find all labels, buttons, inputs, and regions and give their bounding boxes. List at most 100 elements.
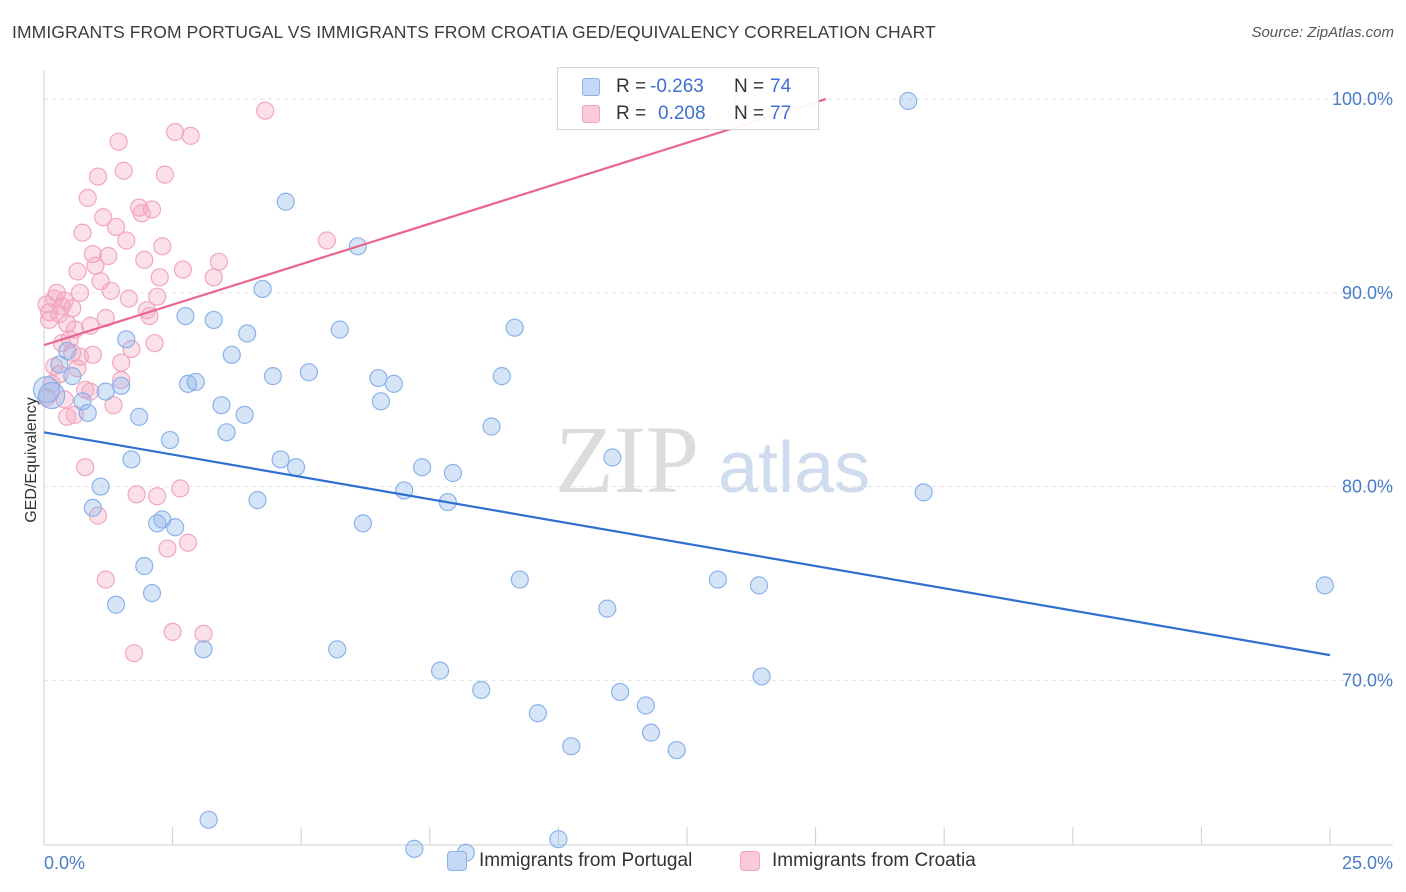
portugal-point bbox=[598, 599, 617, 618]
n-label: N = bbox=[734, 103, 765, 124]
croatia-point bbox=[73, 223, 92, 242]
y-tick-label: 70.0% bbox=[1342, 670, 1393, 690]
portugal-point bbox=[708, 570, 727, 589]
portugal-point bbox=[50, 355, 69, 374]
legend-item-croatia: Immigrants from Croatia bbox=[740, 850, 976, 872]
croatia-point bbox=[256, 101, 275, 120]
croatia-point bbox=[114, 161, 133, 180]
portugal-point bbox=[1315, 576, 1334, 595]
croatia-point bbox=[88, 167, 108, 186]
n-value: 74 bbox=[770, 76, 792, 97]
croatia-point bbox=[155, 165, 174, 184]
portugal-point bbox=[549, 830, 568, 849]
x-tick-labels: 0.0% 25.0% bbox=[44, 853, 1393, 873]
portugal-point bbox=[130, 407, 149, 426]
croatia-point bbox=[153, 237, 172, 256]
portugal-point bbox=[135, 556, 154, 576]
portugal-point bbox=[166, 518, 185, 537]
portugal-point bbox=[199, 810, 218, 829]
portugal-point bbox=[636, 696, 655, 715]
croatia-swatch bbox=[582, 105, 600, 123]
legend-label-portugal: Immigrants from Portugal bbox=[479, 850, 693, 871]
portugal-point bbox=[371, 392, 391, 411]
croatia-point bbox=[142, 200, 162, 219]
croatia-point bbox=[163, 622, 182, 641]
trend-lines bbox=[43, 98, 1331, 657]
croatia-point bbox=[148, 287, 167, 306]
portugal-point bbox=[505, 318, 524, 337]
chart-title: IMMIGRANTS FROM PORTUGAL VS IMMIGRANTS F… bbox=[12, 22, 936, 42]
source-note: Source: ZipAtlas.com bbox=[1251, 24, 1394, 41]
portugal-point bbox=[142, 584, 162, 603]
y-tick-labels: 70.0% 80.0% 90.0% 100.0% bbox=[1332, 89, 1393, 690]
portugal-point bbox=[38, 381, 66, 410]
croatia-point bbox=[145, 334, 164, 353]
croatia-point bbox=[109, 132, 128, 151]
portugal-point bbox=[353, 514, 373, 533]
series-croatia-points bbox=[37, 101, 337, 663]
croatia-point bbox=[166, 122, 185, 142]
croatia-point bbox=[70, 283, 90, 302]
n-label: N = bbox=[734, 76, 765, 97]
portugal-point bbox=[235, 405, 254, 424]
portugal-point bbox=[73, 392, 92, 411]
croatia-point bbox=[83, 244, 102, 264]
portugal-trend-line bbox=[43, 431, 1331, 657]
n-value: 77 bbox=[770, 103, 792, 124]
croatia-point bbox=[101, 281, 120, 300]
portugal-point bbox=[222, 345, 241, 364]
portugal-point bbox=[299, 363, 319, 382]
portugal-point bbox=[430, 661, 450, 680]
croatia-point bbox=[317, 231, 337, 250]
legend-item-portugal: Immigrants from Portugal bbox=[447, 850, 692, 872]
portugal-point bbox=[160, 430, 180, 450]
portugal-point bbox=[667, 740, 686, 760]
portugal-point bbox=[412, 458, 432, 477]
croatia-point bbox=[63, 299, 82, 318]
portugal-point bbox=[472, 680, 491, 700]
croatia-legend-swatch bbox=[740, 851, 760, 871]
croatia-point bbox=[119, 289, 138, 308]
portugal-point bbox=[510, 570, 529, 589]
portugal-point bbox=[286, 458, 306, 477]
croatia-point bbox=[173, 260, 192, 279]
x-tick-label: 25.0% bbox=[1342, 853, 1393, 873]
series-portugal-points bbox=[32, 89, 1334, 862]
croatia-point bbox=[94, 208, 113, 227]
watermark: ZIP atlas bbox=[555, 406, 870, 513]
r-value: -0.263 bbox=[650, 76, 704, 97]
stats-legend: R = -0.263 N = 74 R = 0.208 N = 77 bbox=[557, 67, 819, 130]
croatia-point bbox=[99, 246, 118, 266]
croatia-point bbox=[148, 487, 167, 506]
portugal-point bbox=[238, 324, 257, 343]
croatia-point bbox=[150, 268, 169, 287]
croatia-point bbox=[194, 624, 213, 643]
r-label: R = bbox=[616, 76, 647, 97]
croatia-point bbox=[81, 382, 100, 401]
croatia-point bbox=[117, 231, 136, 250]
croatia-point bbox=[158, 539, 177, 558]
croatia-point bbox=[78, 188, 97, 207]
croatia-point bbox=[55, 291, 74, 310]
croatia-point bbox=[96, 570, 115, 589]
portugal-point bbox=[83, 498, 102, 517]
r-label: R = bbox=[616, 103, 647, 124]
portugal-point bbox=[384, 374, 403, 393]
portugal-point bbox=[217, 423, 236, 442]
croatia-point bbox=[122, 339, 141, 359]
y-tick-label: 100.0% bbox=[1332, 89, 1393, 109]
portugal-point bbox=[611, 682, 630, 702]
croatia-point bbox=[140, 306, 159, 326]
croatia-point bbox=[68, 262, 87, 281]
portugal-point bbox=[562, 737, 581, 756]
portugal-point bbox=[204, 310, 223, 330]
portugal-point bbox=[369, 368, 388, 388]
croatia-point bbox=[83, 345, 102, 364]
portugal-point bbox=[492, 367, 511, 386]
portugal-point bbox=[328, 640, 347, 659]
watermark-atlas: atlas bbox=[718, 428, 870, 508]
portugal-point bbox=[271, 450, 290, 469]
portugal-point bbox=[603, 448, 622, 467]
portugal-point bbox=[176, 306, 195, 326]
